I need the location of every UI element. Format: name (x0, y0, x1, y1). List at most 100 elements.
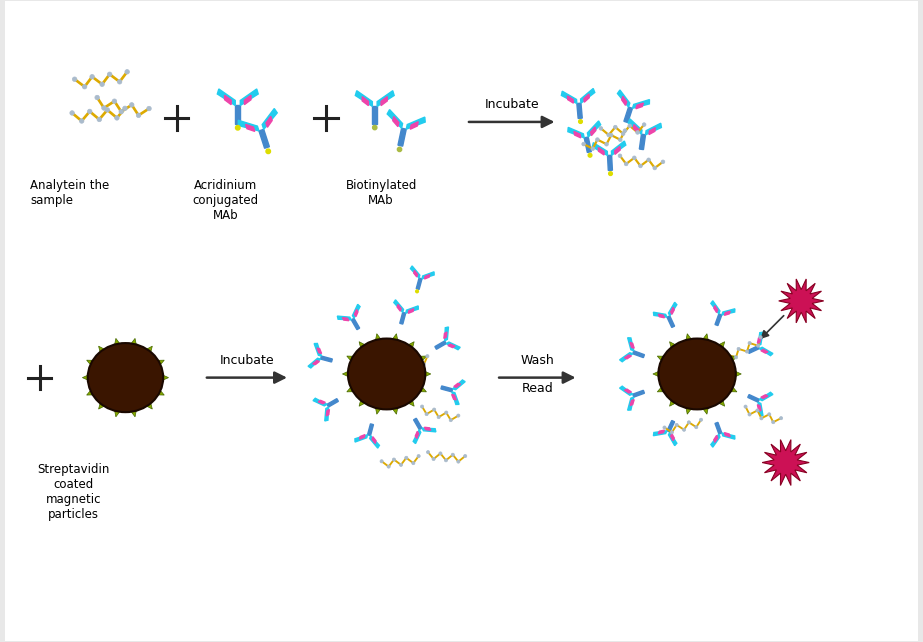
Circle shape (97, 117, 102, 122)
Polygon shape (636, 103, 643, 108)
Polygon shape (359, 400, 366, 406)
Polygon shape (668, 432, 677, 446)
Polygon shape (630, 342, 634, 348)
Polygon shape (711, 434, 720, 447)
Polygon shape (758, 332, 763, 346)
Polygon shape (622, 96, 627, 105)
Polygon shape (748, 346, 760, 353)
Polygon shape (628, 397, 634, 410)
Polygon shape (400, 313, 406, 324)
Polygon shape (131, 338, 137, 345)
Circle shape (614, 125, 617, 129)
Circle shape (402, 364, 406, 367)
Polygon shape (147, 403, 152, 409)
Circle shape (105, 108, 110, 112)
Circle shape (414, 360, 417, 363)
Polygon shape (359, 342, 366, 348)
Polygon shape (444, 332, 447, 338)
Circle shape (599, 126, 603, 130)
Polygon shape (314, 343, 321, 356)
Polygon shape (715, 422, 722, 434)
Polygon shape (451, 394, 456, 400)
Polygon shape (158, 390, 164, 395)
Polygon shape (615, 146, 620, 155)
Polygon shape (598, 148, 605, 155)
Circle shape (607, 133, 611, 137)
Polygon shape (217, 89, 235, 105)
Polygon shape (719, 400, 725, 406)
Polygon shape (617, 90, 629, 107)
Polygon shape (410, 122, 418, 129)
Circle shape (623, 129, 627, 132)
Polygon shape (435, 341, 446, 349)
Polygon shape (584, 94, 589, 102)
Circle shape (417, 455, 420, 458)
Polygon shape (415, 431, 419, 438)
Polygon shape (725, 311, 730, 315)
Circle shape (661, 160, 665, 164)
Polygon shape (359, 435, 365, 439)
Polygon shape (702, 408, 708, 414)
Polygon shape (584, 137, 592, 153)
Polygon shape (392, 408, 398, 414)
Circle shape (772, 421, 774, 424)
Circle shape (642, 123, 646, 126)
Polygon shape (245, 95, 251, 105)
Circle shape (438, 415, 440, 419)
Polygon shape (317, 348, 321, 354)
Polygon shape (630, 400, 634, 406)
Polygon shape (370, 435, 379, 448)
Polygon shape (99, 403, 104, 409)
Circle shape (412, 462, 415, 465)
Circle shape (591, 147, 594, 150)
Circle shape (423, 363, 426, 366)
Text: Incubate: Incubate (220, 354, 274, 367)
Polygon shape (625, 355, 631, 359)
Polygon shape (671, 433, 675, 440)
Circle shape (621, 132, 625, 135)
Polygon shape (355, 91, 372, 107)
Polygon shape (224, 95, 231, 105)
Polygon shape (235, 105, 240, 124)
Polygon shape (653, 431, 667, 436)
Polygon shape (658, 314, 665, 318)
Circle shape (609, 134, 613, 137)
Polygon shape (362, 97, 368, 106)
Circle shape (70, 110, 75, 115)
Polygon shape (420, 356, 426, 361)
Polygon shape (387, 110, 402, 128)
Polygon shape (628, 338, 634, 351)
Polygon shape (131, 410, 137, 417)
Circle shape (117, 80, 122, 84)
Circle shape (450, 419, 452, 422)
Circle shape (744, 405, 747, 408)
Circle shape (425, 413, 428, 415)
Circle shape (595, 138, 599, 141)
Circle shape (125, 69, 129, 74)
Circle shape (444, 458, 448, 462)
Circle shape (700, 418, 702, 421)
Circle shape (102, 106, 106, 110)
Polygon shape (668, 302, 677, 316)
Polygon shape (611, 141, 626, 155)
Circle shape (88, 109, 92, 114)
Circle shape (628, 124, 631, 128)
Circle shape (695, 426, 698, 429)
Polygon shape (625, 389, 631, 393)
Polygon shape (657, 356, 664, 361)
Polygon shape (441, 386, 452, 392)
Polygon shape (761, 395, 768, 399)
Polygon shape (425, 371, 431, 377)
Polygon shape (158, 360, 164, 365)
Polygon shape (318, 401, 325, 404)
Circle shape (653, 166, 656, 170)
Polygon shape (87, 390, 93, 395)
Polygon shape (735, 371, 741, 377)
Circle shape (411, 367, 414, 370)
Circle shape (632, 156, 636, 160)
Polygon shape (667, 421, 675, 432)
Polygon shape (355, 435, 367, 442)
Circle shape (624, 162, 628, 166)
Polygon shape (114, 410, 120, 417)
Text: Read: Read (521, 382, 553, 395)
